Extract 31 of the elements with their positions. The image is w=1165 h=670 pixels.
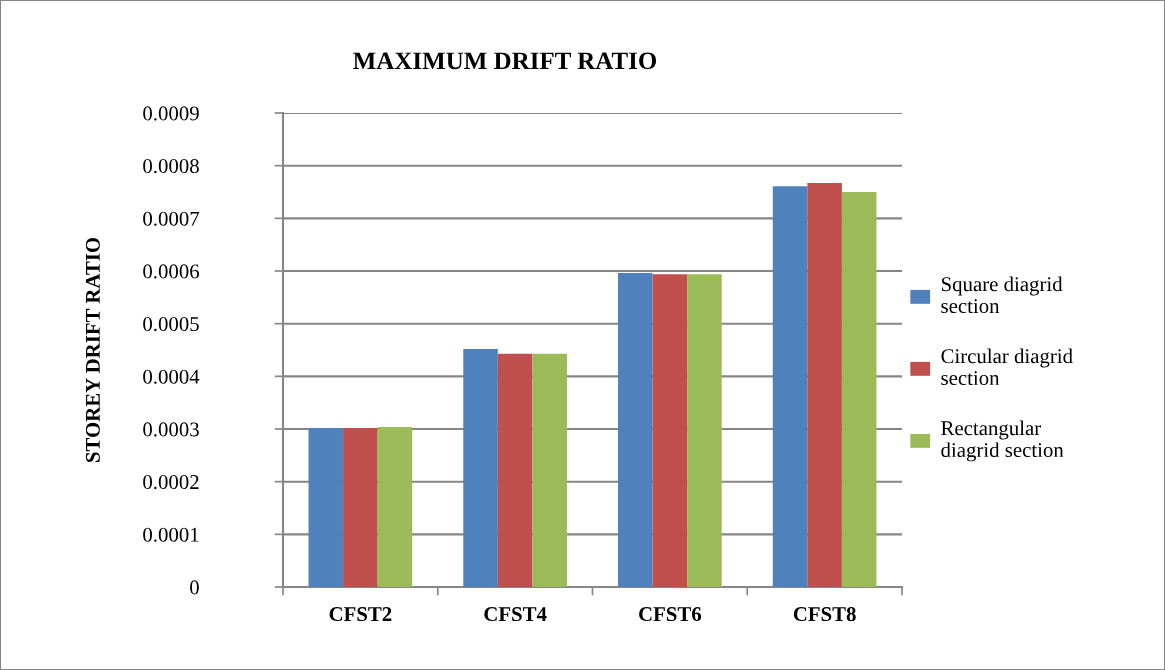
bar [377,426,413,587]
bar [652,274,688,587]
x-tick-label: CFST6 [639,607,702,622]
bar [532,353,567,587]
y-tick-label: 0.0001 [143,527,199,542]
x-tick-label: CFST4 [484,607,547,622]
y-tick-label: 0 [190,580,199,595]
y-tick-label: 0.0008 [143,159,199,174]
y-tick-label: 0.0009 [143,106,199,121]
bar [308,427,344,587]
y-tick-label: 0.0006 [143,264,200,279]
y-tick-label: 0.0004 [143,369,200,384]
legend-label: Square diagrid section [941,276,1063,314]
x-tick-label: CFST8 [793,607,856,622]
bar [343,427,378,587]
y-tick-label: 0.0005 [143,317,199,332]
bar [841,192,877,587]
bar [687,274,722,587]
x-tick-label: CFST2 [329,607,392,622]
bar [497,353,533,587]
bar [618,273,653,587]
y-tick-label: 0.0002 [143,475,199,490]
legend-label: Circular diagrid section [941,348,1073,386]
y-tick-label: 0.0007 [143,211,200,226]
legend-label: Rectangular diagrid section [941,420,1064,462]
bar [807,183,842,587]
bar [463,348,498,587]
y-axis-title: STOREY DRIFT RATIO [85,237,100,462]
bar [772,186,808,587]
y-tick-label: 0.0003 [143,422,199,437]
chart-title: MAXIMUM DRIFT RATIO [353,52,657,70]
